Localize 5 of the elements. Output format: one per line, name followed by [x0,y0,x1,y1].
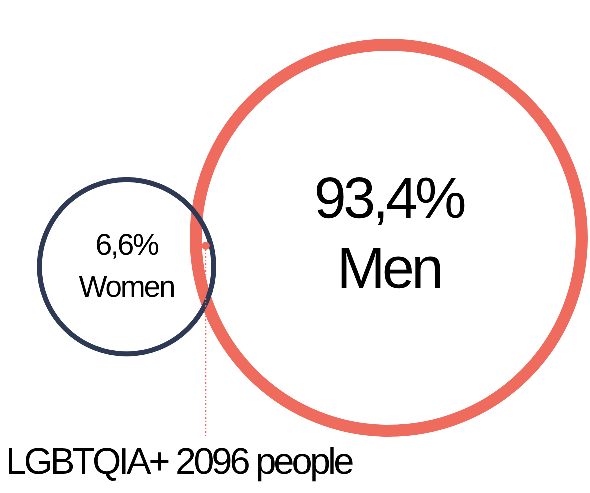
category-label: LGBTQIA+ 2096 people [6,441,352,482]
category-label: Men [337,236,441,301]
category-label: Women [79,271,175,304]
data-label: 93,4% [314,166,466,231]
data-label: 6,6% [96,229,159,262]
